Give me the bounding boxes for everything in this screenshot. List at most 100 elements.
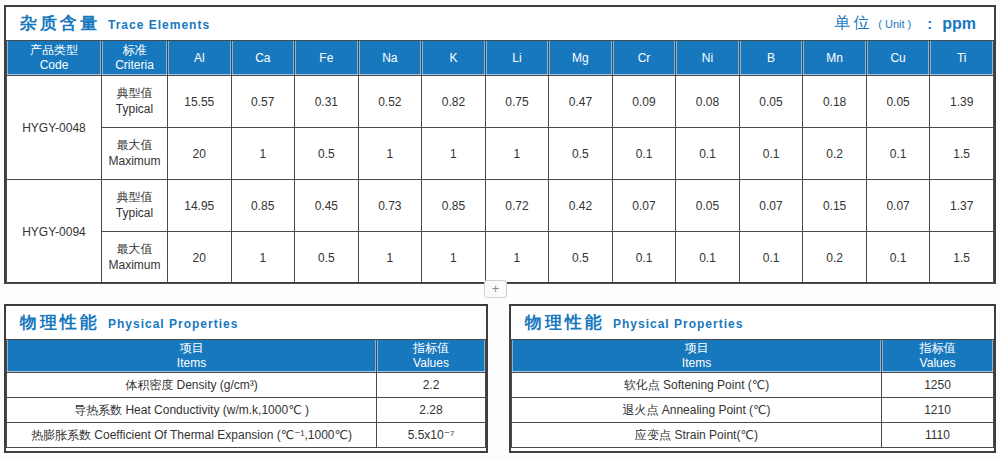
- column-header-element-fe: Fe: [295, 41, 359, 76]
- value-cell: 0.05: [739, 76, 803, 128]
- trace-elements-table: 产品类型 Code 标准 Criteria Al Ca Fe Na K Li M…: [6, 40, 994, 284]
- table-row: 最大值 Maximum 20 1 0.5 1 1 1 0.5 0.1 0.1 0…: [7, 128, 994, 180]
- value-cell: 1: [485, 128, 549, 180]
- table-row: 最大值 Maximum 20 1 0.5 1 1 1 0.5 0.1 0.1 0…: [7, 232, 994, 284]
- physical-properties-right-section: 物理性能Physical Properties 项目 Items 指标值 Val…: [509, 304, 996, 453]
- property-item: 应变点 Strain Point(℃): [512, 423, 882, 448]
- value-cell: 0.1: [739, 128, 803, 180]
- property-item: 软化点 Softening Point (℃): [512, 373, 882, 398]
- value-cell: 0.85: [231, 180, 295, 232]
- product-code-hygy-0048: HYGY-0048: [7, 76, 102, 180]
- trace-elements-section: 杂质含量Trace Elements 单位 ( Unit ) : ppm 产品类…: [4, 5, 996, 284]
- value-cell: 0.08: [676, 76, 740, 128]
- value-cell: 0.85: [422, 180, 486, 232]
- column-header-element-mg: Mg: [549, 41, 613, 76]
- value-cell: 0.07: [612, 180, 676, 232]
- value-cell: 0.1: [612, 232, 676, 284]
- value-cell: 1: [231, 232, 295, 284]
- value-cell: 1: [231, 128, 295, 180]
- unit-zh: 单位: [834, 13, 872, 34]
- column-header-element-al: Al: [168, 41, 232, 76]
- value-cell: 1: [422, 128, 486, 180]
- column-header-code: 产品类型 Code: [7, 41, 102, 76]
- unit-en: ( Unit ): [878, 18, 911, 30]
- value-cell: 0.1: [866, 128, 930, 180]
- column-header-element-mn: Mn: [803, 41, 867, 76]
- column-header-element-ti: Ti: [930, 41, 994, 76]
- expand-button[interactable]: +: [484, 280, 507, 298]
- table-row: HYGY-0048 典型值 Typical 15.55 0.57 0.31 0.…: [7, 76, 994, 128]
- property-value: 1250: [882, 373, 994, 398]
- property-item: 导热系数 Heat Conductivity (w/m.k,1000℃ ): [7, 398, 377, 423]
- value-cell: 0.47: [549, 76, 613, 128]
- column-header-element-k: K: [422, 41, 486, 76]
- value-cell: 0.05: [866, 76, 930, 128]
- column-header-criteria: 标准 Criteria: [102, 41, 168, 76]
- table-row: 应变点 Strain Point(℃) 1110: [512, 423, 994, 448]
- column-header-element-ca: Ca: [231, 41, 295, 76]
- table-row: 软化点 Softening Point (℃) 1250: [512, 373, 994, 398]
- trace-elements-title-en: Trace Elements: [108, 18, 210, 32]
- column-header-element-ni: Ni: [676, 41, 740, 76]
- value-cell: 0.45: [295, 180, 359, 232]
- table-row: HYGY-0094 典型值 Typical 14.95 0.85 0.45 0.…: [7, 180, 994, 232]
- value-cell: 0.72: [485, 180, 549, 232]
- value-cell: 0.1: [612, 128, 676, 180]
- trace-elements-title: 杂质含量Trace Elements: [20, 12, 210, 35]
- column-header-items: 项目 Items: [512, 340, 882, 373]
- table-row: 热膨胀系数 Coefficient Of Thermal Expansion (…: [7, 423, 486, 448]
- trace-elements-title-bar: 杂质含量Trace Elements 单位 ( Unit ) : ppm: [6, 7, 994, 40]
- property-item: 退火点 Annealing Point (℃): [512, 398, 882, 423]
- value-cell: 0.1: [866, 232, 930, 284]
- value-cell: 1.5: [930, 128, 994, 180]
- value-cell: 0.1: [739, 232, 803, 284]
- unit-label: 单位 ( Unit ) : ppm: [834, 13, 976, 34]
- value-cell: 0.15: [803, 180, 867, 232]
- value-cell: 1: [358, 128, 422, 180]
- value-cell: 20: [168, 232, 232, 284]
- physical-properties-left-title-bar: 物理性能Physical Properties: [6, 306, 486, 339]
- property-item: 热膨胀系数 Coefficient Of Thermal Expansion (…: [7, 423, 377, 448]
- column-header-element-cu: Cu: [866, 41, 930, 76]
- physical-left-header-row: 项目 Items 指标值 Values: [7, 340, 486, 373]
- physical-properties-right-title-bar: 物理性能Physical Properties: [511, 306, 994, 339]
- value-cell: 0.05: [676, 180, 740, 232]
- value-cell: 0.5: [295, 232, 359, 284]
- property-value: 1110: [882, 423, 994, 448]
- value-cell: 0.52: [358, 76, 422, 128]
- property-item: 体积密度 Density (g/cm³): [7, 373, 377, 398]
- value-cell: 1: [422, 232, 486, 284]
- column-header-element-na: Na: [358, 41, 422, 76]
- value-cell: 15.55: [168, 76, 232, 128]
- physical-properties-left-section: 物理性能Physical Properties 项目 Items 指标值 Val…: [4, 304, 488, 453]
- property-value: 2.2: [377, 373, 486, 398]
- value-cell: 0.1: [676, 128, 740, 180]
- table-row: 退火点 Annealing Point (℃) 1210: [512, 398, 994, 423]
- physical-properties-left-table: 项目 Items 指标值 Values 体积密度 Density (g/cm³)…: [6, 339, 486, 448]
- value-cell: 0.1: [676, 232, 740, 284]
- value-cell: 0.18: [803, 76, 867, 128]
- property-value: 5.5x10⁻⁷: [377, 423, 486, 448]
- value-cell: 0.2: [803, 128, 867, 180]
- value-cell: 0.31: [295, 76, 359, 128]
- criteria-maximum: 最大值 Maximum: [102, 232, 168, 284]
- value-cell: 1.37: [930, 180, 994, 232]
- value-cell: 0.07: [739, 180, 803, 232]
- value-cell: 0.09: [612, 76, 676, 128]
- value-cell: 0.75: [485, 76, 549, 128]
- criteria-maximum: 最大值 Maximum: [102, 128, 168, 180]
- column-header-values: 指标值 Values: [377, 340, 486, 373]
- property-value: 1210: [882, 398, 994, 423]
- physical-properties-left-title: 物理性能Physical Properties: [20, 311, 238, 334]
- column-header-element-cr: Cr: [612, 41, 676, 76]
- table-row: 体积密度 Density (g/cm³) 2.2: [7, 373, 486, 398]
- column-header-items: 项目 Items: [7, 340, 377, 373]
- physical-right-header-row: 项目 Items 指标值 Values: [512, 340, 994, 373]
- value-cell: 0.42: [549, 180, 613, 232]
- column-header-element-li: Li: [485, 41, 549, 76]
- column-header-values: 指标值 Values: [882, 340, 994, 373]
- value-cell: 1.5: [930, 232, 994, 284]
- value-cell: 0.5: [549, 128, 613, 180]
- table-row: 导热系数 Heat Conductivity (w/m.k,1000℃ ) 2.…: [7, 398, 486, 423]
- value-cell: 20: [168, 128, 232, 180]
